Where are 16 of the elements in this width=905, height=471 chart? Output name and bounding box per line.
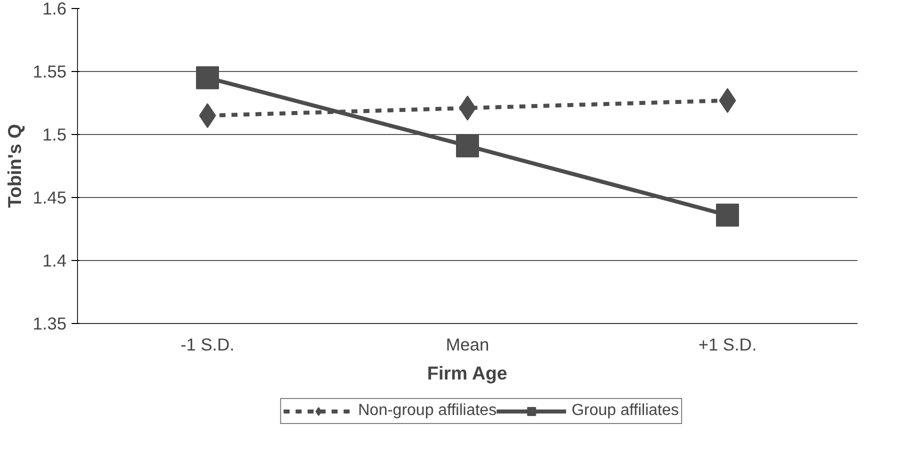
legend-label: Group affiliates: [572, 402, 679, 420]
x-tick-label: +1 S.D.: [698, 334, 757, 354]
y-tick-label: 1.6: [42, 0, 67, 18]
y-tick-label: 1.4: [42, 250, 67, 270]
x-tick-label: -1 S.D.: [180, 334, 234, 354]
legend-label: Non-group affiliates: [358, 402, 497, 420]
y-axis-title: Tobin's Q: [4, 124, 25, 208]
x-axis-title: Firm Age: [427, 362, 508, 384]
y-tick-label: 1.35: [32, 314, 67, 334]
y-tick-label: 1.55: [32, 62, 67, 82]
point: [196, 66, 219, 90]
x-tick-label: Mean: [446, 334, 490, 354]
point: [456, 134, 479, 158]
point: [716, 204, 739, 227]
y-tick-label: 1.45: [32, 188, 67, 208]
y-tick-label: 1.5: [42, 124, 67, 144]
